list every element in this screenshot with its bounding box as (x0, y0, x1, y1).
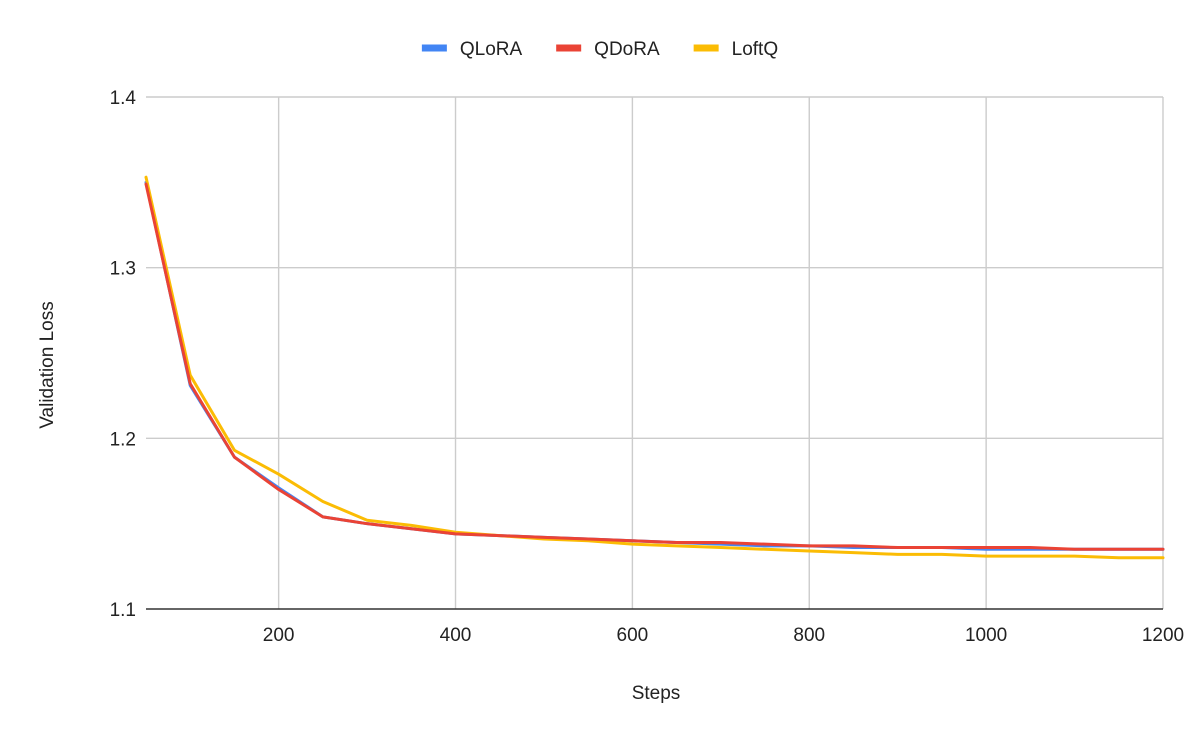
x-tick-label: 400 (440, 625, 472, 646)
y-axis-title: Validation Loss (37, 301, 58, 428)
y-tick-label: 1.2 (110, 429, 136, 450)
legend: QLoRA QDoRA LoftQ (421, 39, 778, 60)
y-tick-label: 1.4 (110, 88, 137, 109)
series-line-qlora (144, 180, 1165, 551)
legend-swatch-loftq (693, 44, 719, 52)
x-axis-title: Steps (632, 683, 681, 704)
series-line-qdora (144, 182, 1165, 551)
y-tick-label: 1.3 (110, 259, 136, 280)
legend-label-qlora: QLoRA (460, 39, 523, 60)
series-line-loftq (144, 175, 1165, 560)
x-tick-label: 800 (793, 625, 825, 646)
x-tick-label: 1000 (965, 625, 1007, 646)
legend-swatch-qdora (556, 44, 582, 52)
gridlines (146, 96, 1164, 609)
legend-swatch-qlora (421, 44, 447, 52)
legend-label-qdora: QDoRA (594, 39, 660, 60)
legend-label-loftq: LoftQ (732, 39, 778, 60)
x-tick-label: 200 (263, 625, 295, 646)
series-lines (144, 175, 1165, 560)
y-tick-label: 1.1 (110, 600, 136, 621)
x-tick-label: 600 (617, 625, 649, 646)
x-tick-label: 1200 (1142, 625, 1184, 646)
tick-labels: 1.1 1.2 1.3 1.4 200 400 600 800 1000 1200 (110, 88, 1185, 646)
